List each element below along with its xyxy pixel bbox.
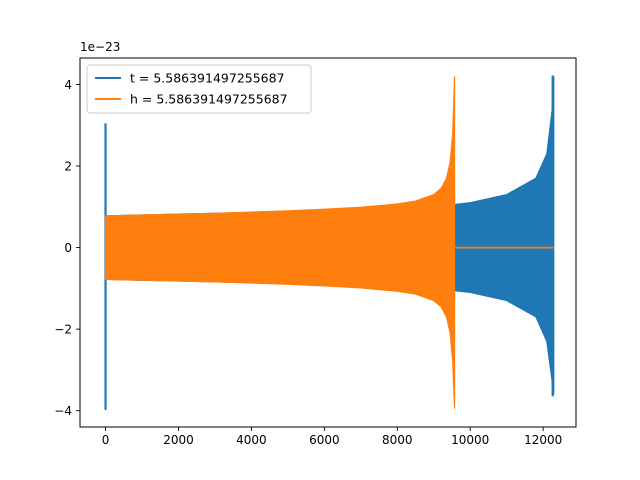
series-1-band — [104, 76, 456, 409]
x-axis: 0 2000 4000 6000 8000 10000 12000 — [102, 427, 562, 447]
x-tick-label-5: 10000 — [451, 433, 489, 447]
y-tick-label-1: −2 — [54, 323, 72, 337]
x-tick-label-6: 12000 — [524, 433, 562, 447]
y-scale-label: 1e−23 — [80, 40, 120, 54]
y-tick-label-0: −4 — [54, 404, 72, 418]
y-tick-label-3: 2 — [64, 160, 72, 174]
axes-frame — [79, 57, 577, 428]
y-tick-label-4: 4 — [64, 78, 72, 92]
legend-label-t: t = 5.586391497255687 — [130, 71, 285, 86]
legend: t = 5.586391497255687 h = 5.586391497255… — [86, 64, 312, 114]
y-tick-label-2: 0 — [64, 241, 72, 255]
x-tick-label-3: 6000 — [309, 433, 340, 447]
legend-label-h: h = 5.586391497255687 — [130, 92, 288, 107]
legend-box — [86, 64, 312, 114]
x-tick-label-0: 0 — [102, 433, 110, 447]
x-tick-label-2: 4000 — [236, 433, 267, 447]
plot-area — [104, 75, 555, 410]
x-tick-label-1: 2000 — [163, 433, 194, 447]
y-axis: −4 −2 0 2 4 — [54, 78, 80, 418]
x-tick-label-4: 8000 — [382, 433, 413, 447]
